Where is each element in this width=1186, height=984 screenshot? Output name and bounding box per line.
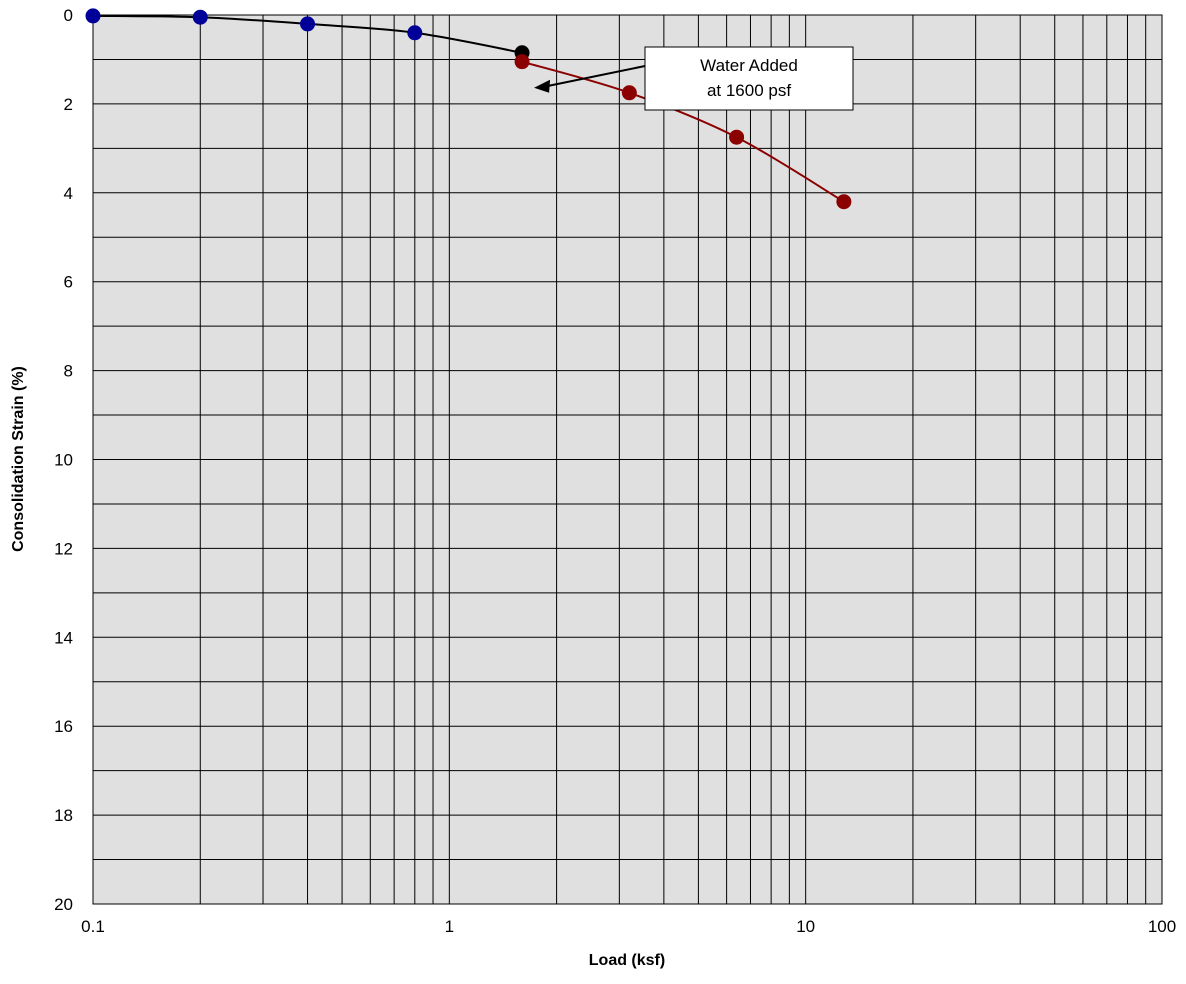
y-tick-labels: 0 2 4 6 8 10 12 14 16 18 20	[54, 6, 73, 914]
y-tick-label: 2	[64, 95, 73, 114]
data-point	[85, 8, 101, 24]
water-added-callout: Water Added at 1600 psf	[534, 46, 854, 111]
callout-arrow	[543, 65, 646, 88]
callout-arrowhead	[534, 79, 551, 93]
data-point	[514, 54, 530, 70]
data-point	[621, 85, 637, 101]
series-layer	[85, 8, 852, 210]
data-point	[407, 25, 423, 41]
y-axis-title: Consolidation Strain (%)	[10, 366, 27, 552]
x-tick-label: 0.1	[81, 917, 105, 936]
y-tick-label: 8	[64, 362, 73, 381]
x-tick-label: 100	[1148, 917, 1176, 936]
series-line-wet	[521, 60, 845, 203]
plot-border	[92, 14, 1163, 905]
callout-box	[644, 46, 854, 111]
data-point	[300, 16, 316, 32]
y-tick-label: 0	[64, 6, 73, 25]
x-axis-title: Load (ksf)	[589, 952, 665, 969]
data-point	[192, 9, 208, 25]
data-point	[836, 194, 852, 210]
x-tick-labels: 0.1 1 10 100	[81, 917, 1176, 936]
grid	[93, 15, 1162, 904]
y-tick-label: 4	[64, 184, 73, 203]
y-tick-label: 16	[54, 717, 73, 736]
y-tick-label: 18	[54, 806, 73, 825]
x-tick-label: 1	[445, 917, 454, 936]
x-tick-label: 10	[796, 917, 815, 936]
y-tick-label: 6	[64, 273, 73, 292]
callout-line-1: Water Added	[700, 56, 798, 75]
y-tick-label: 14	[54, 628, 73, 647]
y-tick-label: 12	[54, 539, 73, 558]
data-point	[729, 129, 745, 145]
callout-line-2: at 1600 psf	[707, 81, 791, 100]
y-tick-label: 10	[54, 451, 73, 470]
y-tick-label: 20	[54, 895, 73, 914]
